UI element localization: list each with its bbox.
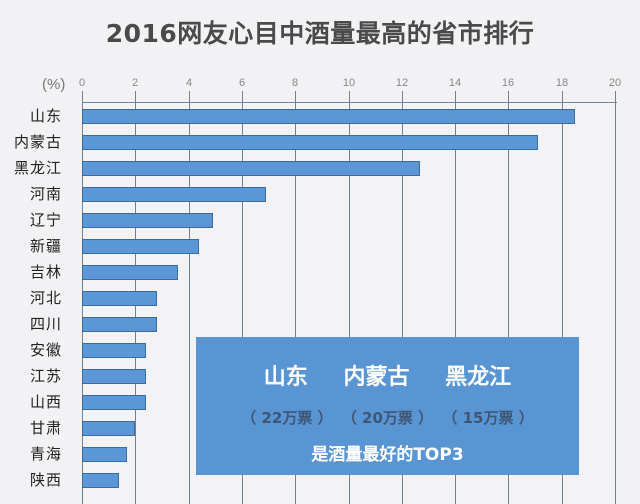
category-label: 甘肃 — [29, 419, 62, 437]
gridline — [295, 91, 296, 504]
category-label: 江苏 — [29, 367, 62, 385]
bar — [82, 317, 157, 332]
category-label: 辽宁 — [29, 211, 62, 229]
bar — [82, 369, 146, 384]
top3-votes: （ 22万票 ） （ 20万票 ） （ 15万票 ） — [196, 407, 579, 428]
gridline — [189, 91, 190, 504]
category-label: 陕西 — [29, 471, 62, 489]
x-tick-label: 0 — [78, 77, 86, 89]
x-tick-label: 4 — [185, 77, 193, 89]
bar — [82, 109, 575, 124]
category-label: 山东 — [29, 107, 62, 125]
category-label: 河南 — [29, 185, 62, 203]
category-label: 四川 — [29, 315, 62, 333]
category-label: 青海 — [29, 445, 62, 463]
gridline — [349, 91, 350, 504]
chart-title: 2016网友心目中酒量最高的省市排行 — [105, 19, 535, 48]
x-tick-label: 8 — [291, 77, 299, 89]
category-label: 新疆 — [29, 237, 62, 255]
top3-name-1: 山东 — [263, 365, 308, 390]
gridline — [242, 91, 243, 504]
x-tick-label: 18 — [555, 77, 569, 89]
gridline — [455, 91, 456, 504]
x-tick-label: 20 — [608, 77, 622, 89]
category-label: 吉林 — [29, 263, 62, 281]
category-label: 山西 — [29, 393, 62, 411]
gridline — [615, 91, 616, 504]
x-tick-label: 12 — [395, 77, 409, 89]
x-tick-label: 2 — [131, 77, 139, 89]
top3-name-2: 内蒙古 — [343, 365, 410, 390]
bar — [82, 161, 420, 176]
gridline — [508, 91, 509, 504]
top3-names: 山东 内蒙古 黑龙江 — [196, 359, 579, 391]
category-label: 安徽 — [29, 341, 62, 359]
bar — [82, 135, 538, 150]
x-tick-label: 10 — [342, 77, 356, 89]
bar — [82, 421, 135, 436]
top3-tagline: 是酒量最好的TOP3 — [311, 445, 464, 465]
bar — [82, 187, 266, 202]
category-label: 内蒙古 — [13, 133, 62, 151]
bar — [82, 395, 146, 410]
category-label: 河北 — [29, 289, 62, 307]
top3-votes-2: （ 20万票 ） — [341, 409, 434, 427]
bar — [82, 447, 127, 462]
x-tick-label: 6 — [238, 77, 246, 89]
top3-votes-1: （ 22万票 ） — [241, 409, 333, 427]
x-tick-label: 16 — [501, 77, 515, 89]
x-axis-unit: (%) — [42, 76, 66, 93]
bar — [82, 213, 213, 228]
top3-callout-box: 山东 内蒙古 黑龙江 （ 22万票 ） （ 20万票 ） （ 15万票 ） 是酒… — [196, 337, 579, 475]
top3-votes-3: （ 15万票 ） — [442, 409, 534, 427]
top3-name-3: 黑龙江 — [445, 365, 512, 390]
gridline — [562, 91, 563, 504]
x-tick-label: 14 — [448, 77, 462, 89]
x-axis-line — [82, 102, 617, 103]
bar — [82, 291, 157, 306]
bar — [82, 239, 199, 254]
bar — [82, 265, 178, 280]
category-label: 黑龙江 — [13, 159, 62, 177]
bar — [82, 343, 146, 358]
bar — [82, 473, 119, 488]
gridline — [402, 91, 403, 504]
